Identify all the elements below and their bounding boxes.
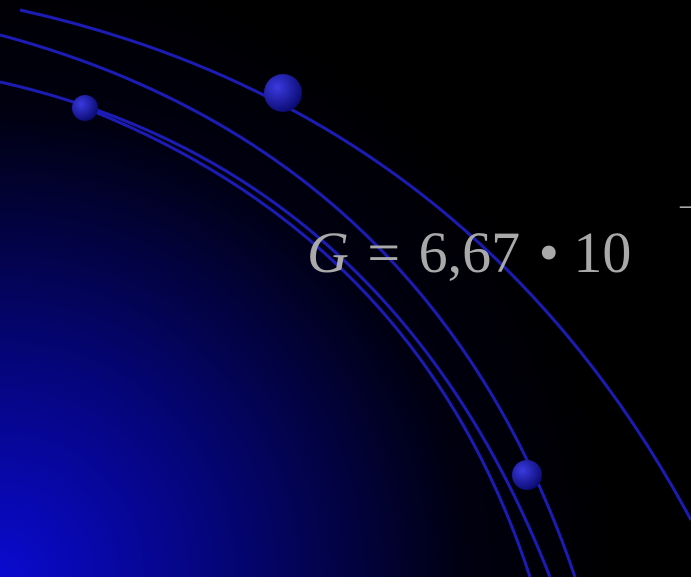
variable: G [307, 220, 349, 285]
orbit [84, 106, 532, 577]
mantissa: 6,67 [419, 220, 521, 285]
equals: = [367, 220, 400, 285]
planet [264, 74, 302, 112]
operator: • [539, 220, 559, 285]
planet [512, 460, 542, 490]
formula: G = 6,67 • 10 [307, 220, 631, 285]
planet [72, 95, 98, 121]
orbit [19, 8, 691, 521]
orbit [0, 80, 552, 577]
exponent-fragment: – [679, 186, 691, 223]
base: 10 [573, 220, 631, 285]
